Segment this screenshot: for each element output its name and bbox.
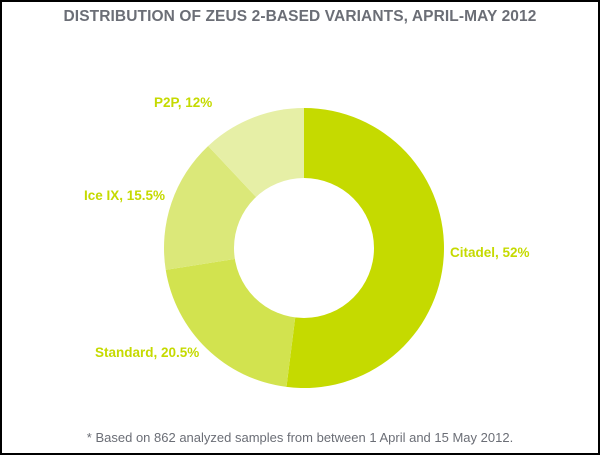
donut-hole xyxy=(234,178,374,318)
label-standard: Standard, 20.5% xyxy=(95,345,200,360)
chart-title: DISTRIBUTION OF ZEUS 2-BASED VARIANTS, A… xyxy=(63,8,537,25)
label-ice-ix: Ice IX, 15.5% xyxy=(84,188,166,203)
label-p2p: P2P, 12% xyxy=(154,95,213,110)
footnote: * Based on 862 analyzed samples from bet… xyxy=(86,430,514,445)
label-citadel: Citadel, 52% xyxy=(450,245,530,260)
